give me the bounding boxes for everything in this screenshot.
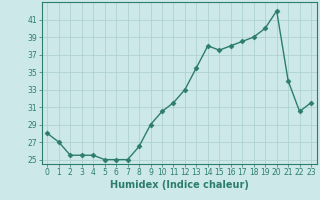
X-axis label: Humidex (Indice chaleur): Humidex (Indice chaleur) bbox=[110, 180, 249, 190]
